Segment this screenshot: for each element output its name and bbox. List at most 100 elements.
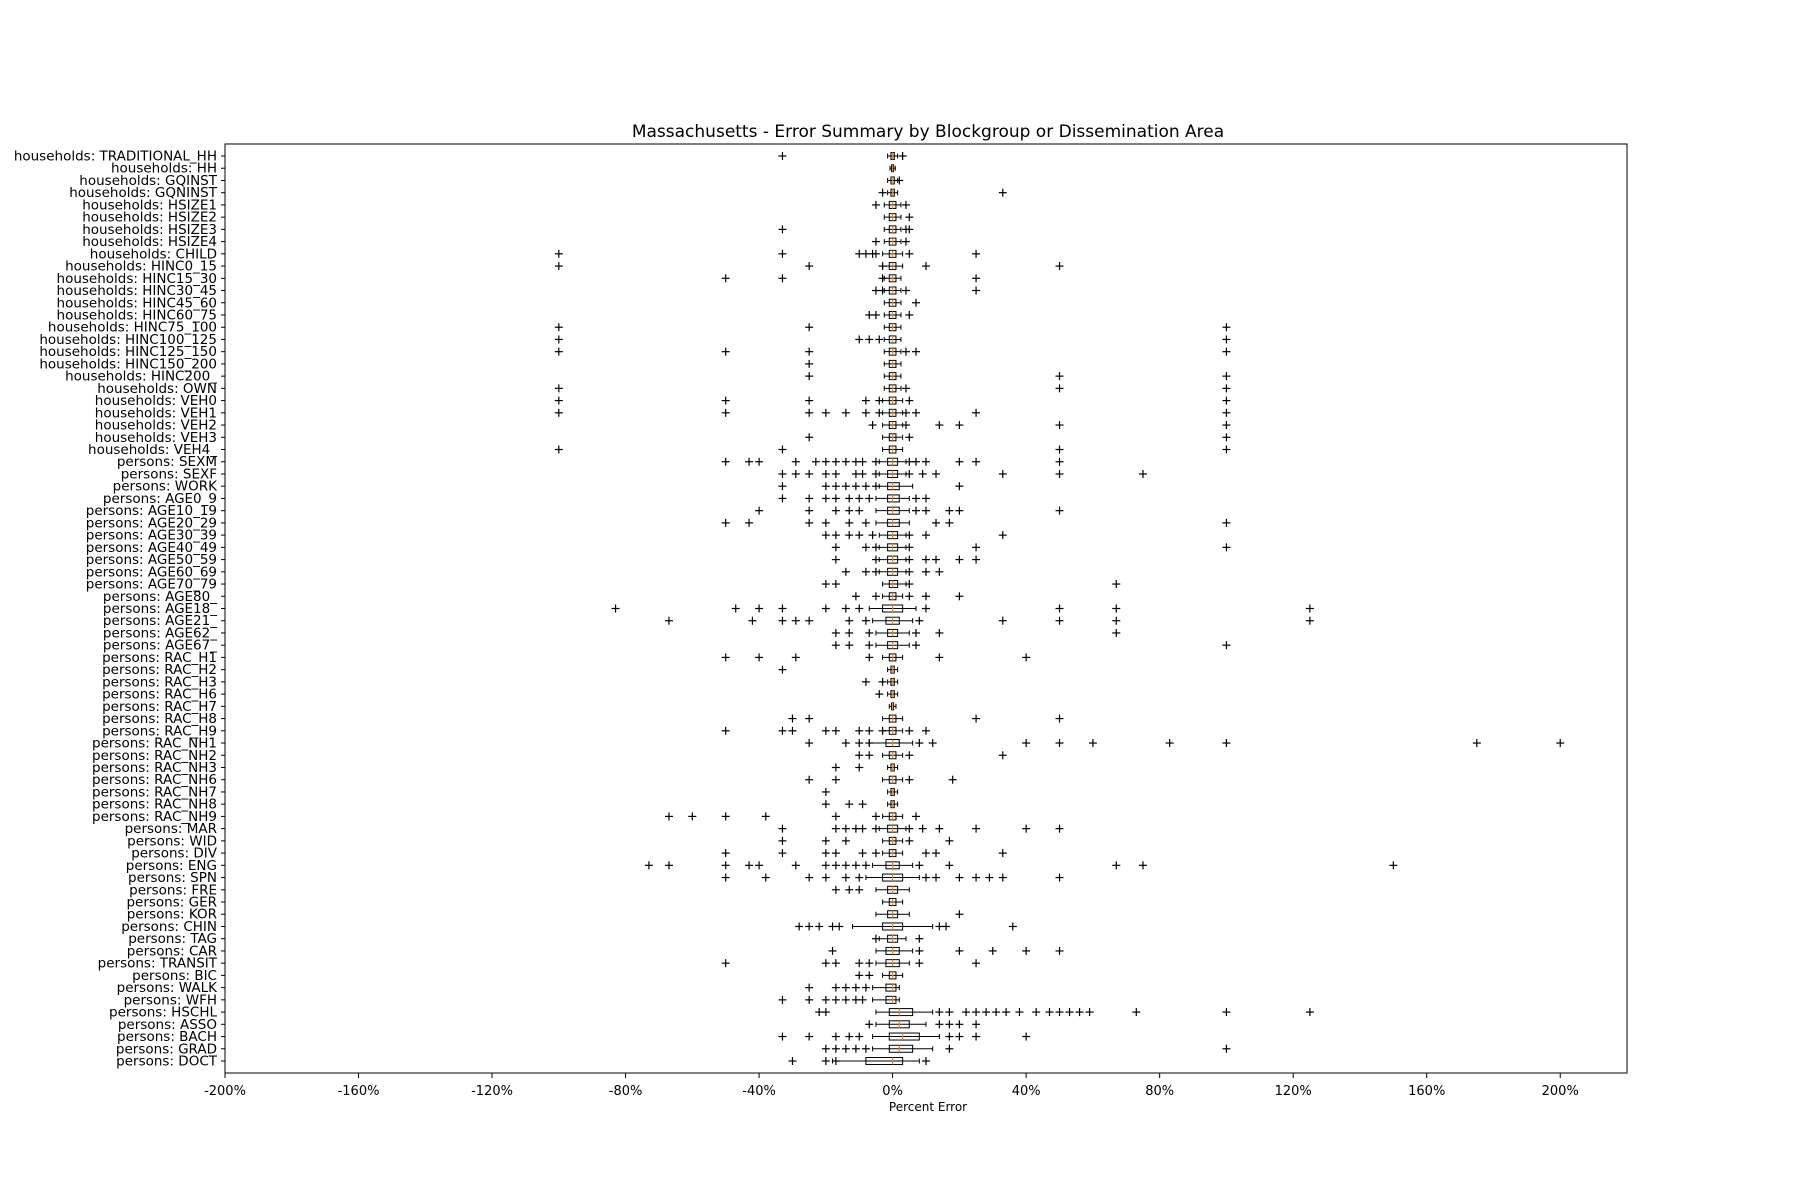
box (885, 995, 897, 1004)
outlier-point (875, 408, 884, 417)
outlier-point (554, 347, 563, 356)
category-label: persons: FRE (129, 882, 217, 898)
outlier-point (831, 506, 840, 515)
outlier-point (778, 665, 787, 674)
outlier-point (851, 983, 860, 992)
outlier-point (831, 1057, 840, 1065)
outlier-point (922, 604, 930, 613)
outlier-point (905, 580, 914, 589)
outlier-point (915, 946, 924, 955)
outlier-point (955, 873, 964, 882)
outlier-point (1222, 445, 1231, 454)
outlier-point (861, 518, 870, 527)
outlier-point (1138, 861, 1147, 870)
outlier-point (855, 506, 864, 515)
outlier-point (831, 641, 840, 650)
category-label: persons: RAC_H6 (102, 687, 217, 703)
box-row (882, 396, 904, 405)
outlier-point (865, 726, 874, 735)
outlier-point (861, 482, 870, 491)
outlier-point (831, 469, 840, 478)
box-row (882, 849, 904, 858)
outlier-point (1222, 384, 1231, 393)
category-label: households: HINC60_75 (57, 307, 217, 323)
category-label: persons: SEXF (121, 466, 217, 482)
outlier-point (922, 457, 930, 466)
box-row (872, 861, 914, 870)
outlier-point (831, 1032, 840, 1041)
outlier-point (935, 653, 944, 662)
outlier-point (828, 922, 837, 931)
outlier-point (868, 531, 877, 540)
outlier-point (845, 616, 854, 625)
outlier-point (911, 494, 920, 503)
outlier-point (821, 861, 830, 870)
category-label: households: GQINST (79, 173, 217, 189)
outlier-point (755, 653, 764, 662)
outlier-point (861, 1044, 870, 1053)
outlier-point (871, 849, 880, 858)
box-row (875, 910, 910, 919)
category-label: persons: AGE67_ (103, 638, 217, 654)
box (887, 482, 900, 491)
outlier-point (1055, 421, 1064, 430)
outlier-point (922, 555, 930, 564)
category-label: households: HINC125_150 (39, 344, 217, 360)
outlier-point (721, 959, 730, 968)
outlier-point (861, 408, 870, 417)
outlier-point (664, 812, 673, 821)
outlier-point (998, 469, 1007, 478)
category-label: persons: WALK (117, 980, 219, 996)
outlier-point (805, 359, 814, 368)
outlier-point (821, 469, 830, 478)
box-row (883, 335, 902, 344)
outlier-point (855, 885, 864, 894)
outlier-point (928, 739, 937, 748)
outlier-point (871, 824, 880, 833)
box-row (875, 959, 910, 968)
outlier-point (805, 469, 814, 478)
outlier-point (905, 469, 914, 478)
outlier-point (871, 200, 880, 209)
outlier-point (935, 421, 944, 430)
outlier-point (935, 1008, 944, 1017)
outlier-point (875, 690, 884, 699)
category-label: households: VEH1 (95, 405, 217, 421)
outlier-point (1075, 1008, 1084, 1017)
category-label: persons: WFH (124, 992, 217, 1008)
outlier-point (858, 849, 867, 858)
category-label: households: TRADITIONAL_HH (14, 149, 217, 165)
category-label: persons: DIV (131, 846, 218, 862)
outlier-point (901, 384, 910, 393)
category-label: households: OWN (97, 381, 217, 397)
x-tick-label: -200% (204, 1084, 246, 1099)
outlier-point (855, 531, 864, 540)
outlier-point (865, 641, 874, 650)
outlier-point (911, 347, 920, 356)
outlier-point (1222, 739, 1231, 748)
outlier-point (805, 372, 814, 381)
outlier-point (554, 396, 563, 405)
outlier-point (805, 396, 814, 405)
outlier-point (922, 567, 930, 576)
box-row (889, 164, 896, 173)
box-row (882, 653, 904, 662)
outlier-point (841, 457, 850, 466)
outlier-point (745, 457, 754, 466)
outlier-point (878, 262, 887, 271)
outlier-point (841, 873, 850, 882)
category-label: households: HINC30_45 (57, 283, 217, 299)
outlier-point (922, 849, 930, 858)
outlier-point (821, 580, 830, 589)
outlier-point (1045, 1008, 1054, 1017)
box-row (878, 469, 907, 478)
outlier-point (905, 555, 914, 564)
outlier-point (871, 249, 880, 258)
outlier-point (878, 274, 887, 283)
box-row (875, 628, 910, 637)
outlier-point (855, 763, 864, 772)
outlier-point (805, 922, 814, 931)
outlier-point (805, 995, 814, 1004)
category-label: households: CHILD (90, 246, 217, 262)
outlier-point (845, 628, 854, 637)
